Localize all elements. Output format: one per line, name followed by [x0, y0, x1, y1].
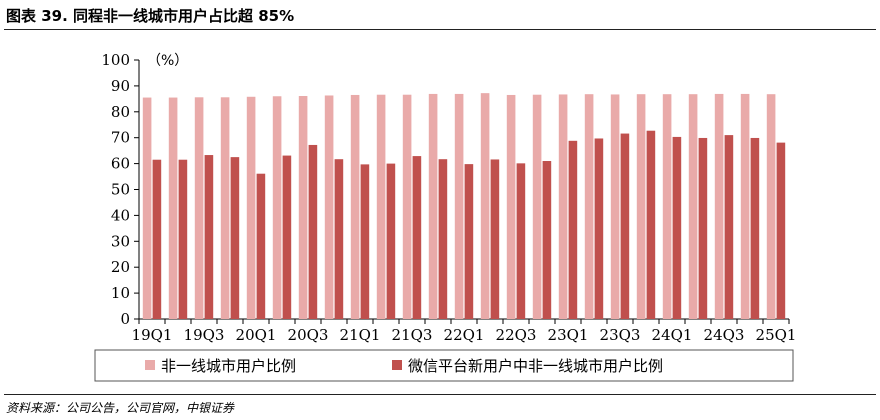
legend-swatch-wechat-new-user-non-tier1-share [392, 360, 402, 370]
bar-wechat-new-user-non-tier1-share [646, 130, 656, 319]
title-divider [4, 29, 876, 30]
bar-non-tier1-share [584, 94, 594, 319]
bar-wechat-new-user-non-tier1-share [230, 157, 240, 319]
bar-non-tier1-share [324, 95, 334, 319]
bar-non-tier1-share [558, 94, 568, 320]
bar-non-tier1-share [142, 97, 152, 320]
y-tick-label: 80 [111, 103, 130, 121]
bar-non-tier1-share [168, 97, 178, 320]
bar-non-tier1-share [688, 94, 698, 319]
source-divider [4, 394, 876, 395]
legend-box [94, 349, 794, 382]
y-tick-label: 0 [120, 310, 130, 328]
bar-non-tier1-share [402, 94, 412, 320]
bar-non-tier1-share [480, 93, 490, 319]
source-note: 资料来源：公司公告，公司官网，中银证券 [6, 401, 235, 415]
bar-non-tier1-share [194, 97, 204, 320]
bar-non-tier1-share [766, 94, 776, 319]
bar-wechat-new-user-non-tier1-share [256, 173, 266, 319]
legend-label-non-tier1-share: 非一线城市用户比例 [161, 357, 296, 375]
y-tick-label: 50 [111, 181, 130, 199]
figure-title: 图表 39. 同程非一线城市用户占比超 85% [6, 7, 295, 25]
bar-wechat-new-user-non-tier1-share [464, 164, 474, 319]
bar-non-tier1-share [636, 94, 646, 319]
chart-legend: 非一线城市用户比例 微信平台新用户中非一线城市用户比例 [94, 349, 794, 382]
y-tick-label: 30 [111, 232, 130, 250]
x-tick-label: 22Q1 [444, 326, 485, 344]
bar-wechat-new-user-non-tier1-share [386, 163, 396, 319]
x-tick-label: 24Q1 [652, 326, 693, 344]
x-tick-label: 23Q3 [600, 326, 641, 344]
bar-chart: 0 10 20 30 40 50 60 70 80 90 100 19Q1 19Q3 20Q1 20Q3 21… [94, 51, 796, 382]
y-tick-label: 10 [111, 284, 130, 302]
bar-wechat-new-user-non-tier1-share [308, 144, 318, 319]
y-tick-label: 90 [111, 77, 130, 95]
bar-wechat-new-user-non-tier1-share [438, 159, 448, 319]
y-tick-label: 100 [101, 51, 130, 69]
y-tick-label: 20 [111, 258, 130, 276]
x-tick-label: 19Q3 [184, 326, 225, 344]
bar-non-tier1-share [376, 94, 386, 320]
x-tick-label: 20Q3 [288, 326, 329, 344]
x-tick-label: 22Q3 [496, 326, 537, 344]
y-axis-unit-label: （%） [147, 53, 188, 69]
bar-wechat-new-user-non-tier1-share [282, 155, 292, 319]
bar-wechat-new-user-non-tier1-share [620, 133, 630, 319]
bar-wechat-new-user-non-tier1-share [776, 142, 786, 319]
legend-swatch-non-tier1-share [145, 360, 155, 370]
bar-non-tier1-share [272, 96, 282, 319]
bar-wechat-new-user-non-tier1-share [698, 137, 708, 319]
bar-wechat-new-user-non-tier1-share [724, 135, 734, 319]
bar-wechat-new-user-non-tier1-share [542, 161, 552, 319]
x-tick-label: 21Q3 [392, 326, 433, 344]
bar-non-tier1-share [740, 93, 750, 319]
bar-wechat-new-user-non-tier1-share [152, 159, 162, 319]
bar-non-tier1-share [428, 93, 438, 319]
legend-label-wechat-new-user-non-tier1-share: 微信平台新用户中非一线城市用户比例 [408, 357, 663, 375]
chart-tick-labels: 0 10 20 30 40 50 60 70 80 90 100 19Q1 19Q3 20Q1 20Q3 21… [101, 51, 796, 344]
bar-non-tier1-share [662, 94, 672, 319]
y-tick-label: 70 [111, 129, 130, 147]
y-tick-label: 60 [111, 155, 130, 173]
bar-wechat-new-user-non-tier1-share [568, 140, 578, 319]
x-tick-label: 20Q1 [236, 326, 277, 344]
y-tick-label: 40 [111, 206, 130, 224]
x-tick-label: 23Q1 [548, 326, 589, 344]
bar-non-tier1-share [532, 94, 542, 320]
bar-non-tier1-share [246, 96, 256, 319]
bar-non-tier1-share [454, 93, 464, 319]
bar-wechat-new-user-non-tier1-share [178, 159, 188, 319]
bar-non-tier1-share [220, 97, 230, 320]
bar-wechat-new-user-non-tier1-share [360, 164, 370, 319]
bar-non-tier1-share [714, 93, 724, 319]
bar-wechat-new-user-non-tier1-share [672, 136, 682, 319]
bar-wechat-new-user-non-tier1-share [516, 163, 526, 319]
chart-bars [142, 93, 786, 320]
bar-non-tier1-share [350, 94, 360, 319]
bar-non-tier1-share [506, 94, 516, 319]
x-tick-label: 19Q1 [132, 326, 173, 344]
bar-wechat-new-user-non-tier1-share [750, 137, 760, 319]
bar-wechat-new-user-non-tier1-share [490, 159, 500, 319]
x-tick-label: 24Q3 [704, 326, 745, 344]
bar-wechat-new-user-non-tier1-share [412, 156, 422, 319]
bar-non-tier1-share [298, 96, 308, 319]
x-tick-label: 21Q1 [340, 326, 381, 344]
bar-wechat-new-user-non-tier1-share [204, 155, 214, 319]
bar-wechat-new-user-non-tier1-share [334, 159, 344, 319]
bar-wechat-new-user-non-tier1-share [594, 138, 604, 319]
bar-non-tier1-share [610, 94, 620, 320]
x-tick-label: 25Q1 [756, 326, 797, 344]
